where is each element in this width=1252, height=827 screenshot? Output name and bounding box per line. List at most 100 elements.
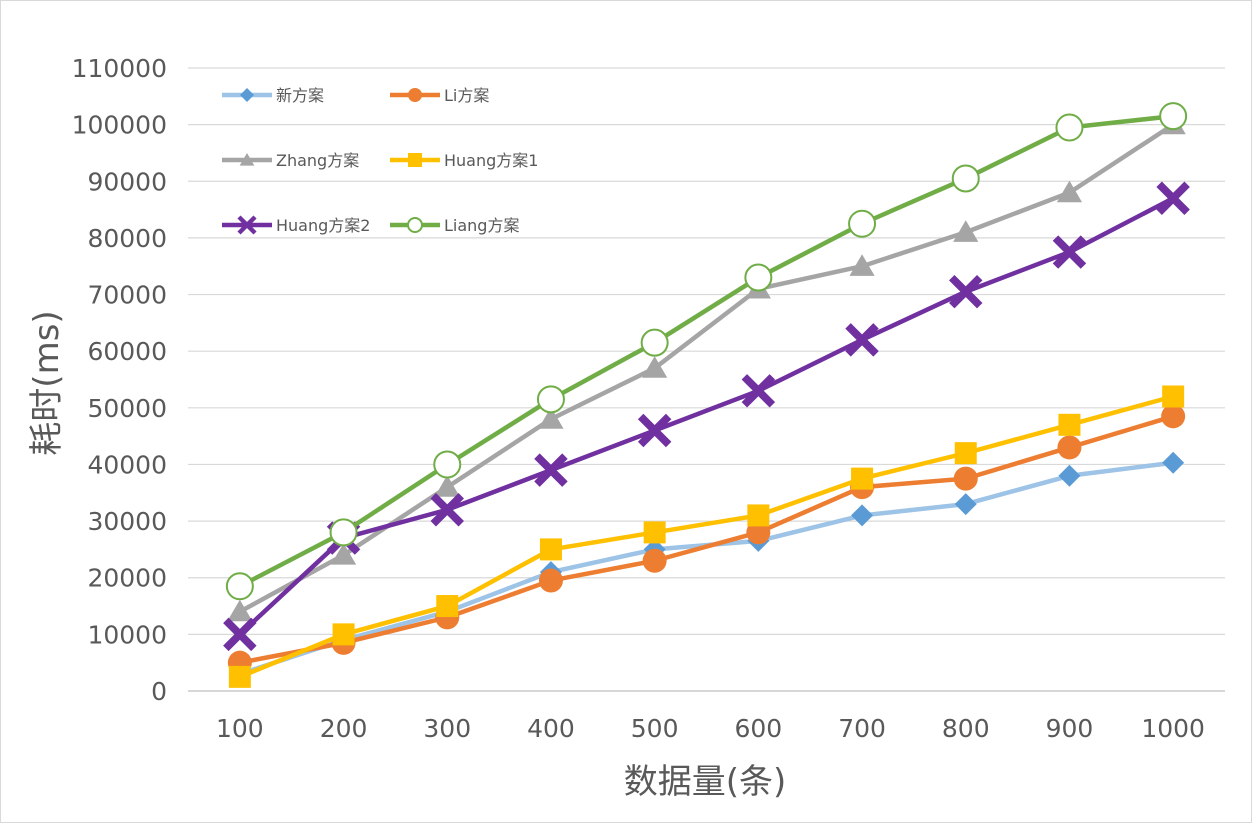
y-tick-label: 10000	[87, 620, 167, 649]
data-point	[845, 323, 879, 357]
data-point	[237, 215, 257, 235]
x-tick-label: 600	[734, 714, 782, 743]
data-point	[329, 518, 358, 547]
series-Huang方案1	[228, 385, 1185, 688]
y-tick-label: 90000	[87, 167, 167, 196]
data-point	[849, 254, 875, 276]
series-Li方案	[227, 404, 1186, 675]
data-point	[951, 164, 980, 193]
legend-entry: Zhang方案	[222, 151, 359, 170]
data-point	[643, 521, 666, 544]
data-point	[436, 595, 459, 618]
x-tick-label: 400	[527, 714, 575, 743]
data-point	[1055, 113, 1084, 142]
y-tick-label: 30000	[87, 507, 167, 536]
data-point	[1159, 102, 1188, 131]
data-point	[538, 568, 563, 593]
data-point	[223, 617, 257, 652]
data-point	[1161, 404, 1186, 429]
data-point	[430, 493, 464, 527]
data-point	[534, 453, 568, 487]
data-point	[227, 599, 253, 622]
y-tick-label: 80000	[87, 224, 167, 253]
series-line	[238, 113, 1174, 589]
y-axis-label: 耗时(ms)	[27, 310, 67, 455]
y-tick-label: 50000	[87, 394, 167, 423]
legend-entry: Huang方案2	[222, 215, 370, 235]
data-point	[851, 467, 874, 490]
data-point	[408, 88, 422, 102]
data-point	[1058, 413, 1081, 436]
data-point	[1058, 464, 1081, 487]
data-point	[642, 356, 668, 378]
y-axis-ticks: 0 10000 20000 30000 40000 50000 60000 70000 8000…	[72, 54, 167, 706]
data-point	[949, 274, 983, 309]
x-tick-label: 800	[942, 714, 990, 743]
legend-entry: Li方案	[390, 86, 489, 105]
data-point	[408, 153, 422, 167]
y-tick-label: 20000	[87, 564, 167, 593]
x-tick-label: 900	[1046, 714, 1094, 743]
data-point	[433, 450, 462, 479]
series-Liang方案	[225, 102, 1188, 601]
data-point	[434, 475, 460, 497]
legend-label: 新方案	[276, 86, 324, 105]
legend-entry: Liang方案	[390, 216, 519, 235]
data-point	[538, 407, 564, 429]
x-axis-ticks: 100 200 300 400 500 600 700 800 900 1000	[216, 714, 1205, 743]
data-point	[1162, 451, 1185, 474]
data-point	[225, 572, 254, 601]
data-point	[954, 442, 977, 465]
y-tick-label: 0	[151, 677, 167, 706]
legend-label: Huang方案2	[276, 216, 370, 235]
data-point	[953, 466, 978, 491]
data-point	[1056, 180, 1083, 203]
legend-entry: Huang方案1	[390, 151, 538, 170]
x-tick-label: 1000	[1141, 714, 1205, 743]
data-point	[637, 413, 672, 448]
data-point	[332, 623, 355, 646]
data-point	[539, 538, 562, 561]
data-point	[851, 504, 874, 527]
x-tick-label: 700	[838, 714, 886, 743]
data-point	[228, 665, 251, 688]
series-line	[239, 414, 1174, 665]
legend-label: Zhang方案	[276, 151, 359, 170]
x-tick-label: 100	[216, 714, 264, 743]
y-tick-label: 70000	[87, 281, 167, 310]
data-point	[747, 504, 770, 527]
data-point	[330, 543, 357, 565]
data-point	[640, 328, 669, 357]
data-point	[239, 153, 255, 166]
data-point	[954, 493, 977, 516]
data-point	[744, 263, 773, 292]
data-point	[240, 88, 254, 102]
legend-label: Li方案	[444, 86, 489, 105]
legend-label: Liang方案	[444, 216, 519, 235]
data-point	[741, 374, 776, 408]
x-tick-label: 500	[631, 714, 679, 743]
x-tick-label: 300	[423, 714, 471, 743]
data-point	[407, 217, 423, 233]
data-point	[1162, 385, 1185, 408]
y-tick-label: 40000	[87, 450, 167, 479]
data-point	[536, 385, 565, 414]
data-point	[1057, 435, 1082, 460]
x-axis-label: 数据量(条)	[624, 762, 787, 802]
data-point	[848, 209, 877, 238]
legend: 新方案 Li方案 Zhang方案 Huang方案1 Huang方案2 Liang方案	[222, 86, 538, 235]
data-point	[1156, 181, 1190, 215]
series-line	[238, 196, 1175, 637]
legend-entry: 新方案	[222, 86, 324, 105]
legend-label: Huang方案1	[444, 151, 538, 170]
data-point	[642, 548, 667, 573]
data-point	[1052, 235, 1087, 269]
data-point	[953, 220, 979, 242]
series-line	[238, 122, 1175, 614]
series-line	[238, 394, 1174, 679]
y-tick-label: 100000	[72, 111, 167, 140]
y-tick-label: 110000	[72, 54, 167, 83]
